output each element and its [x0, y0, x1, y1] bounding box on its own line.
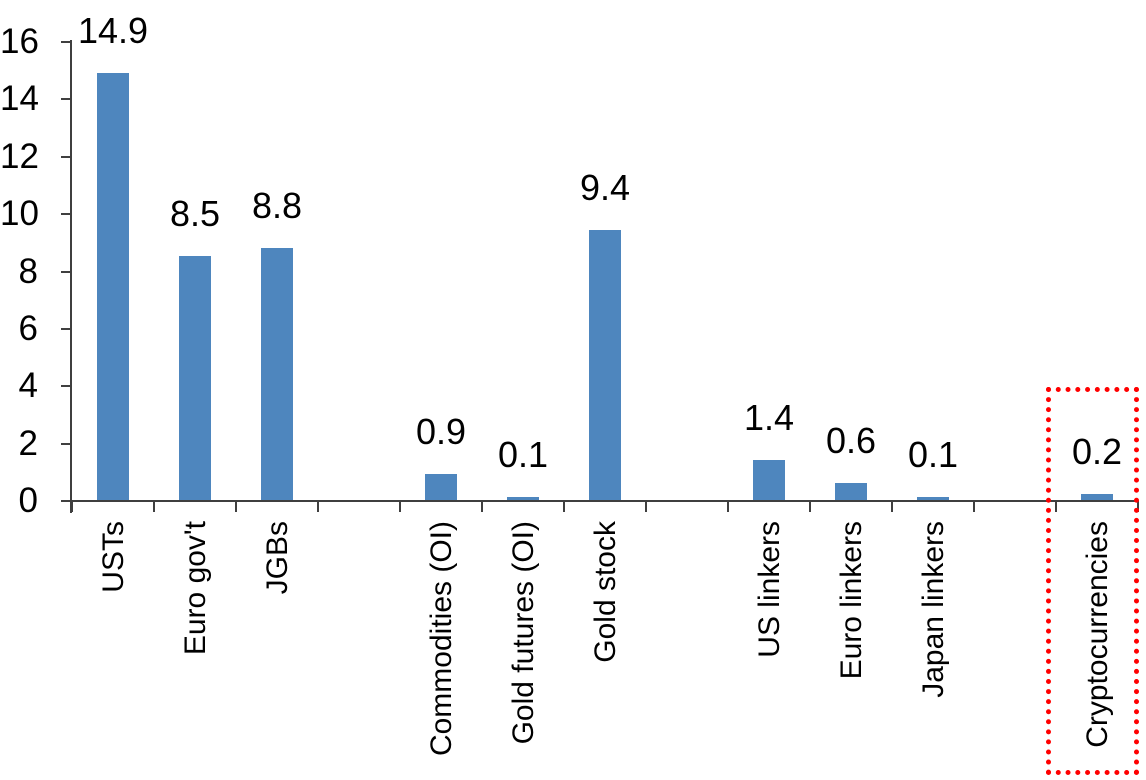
bar — [917, 497, 949, 500]
y-axis-label: 6 — [18, 308, 38, 348]
y-tick — [61, 41, 71, 43]
bar-value-label: 9.4 — [579, 167, 631, 208]
y-tick — [61, 442, 71, 445]
bar-value-label: 0.9 — [415, 411, 467, 452]
highlight-box — [1046, 387, 1139, 775]
y-tick — [61, 155, 71, 158]
bar — [261, 248, 293, 500]
y-axis-line — [70, 40, 72, 513]
y-axis-label: 4 — [18, 366, 38, 406]
bar — [507, 497, 539, 500]
bar-value-label: 0.1 — [497, 434, 549, 475]
bar — [835, 483, 867, 500]
bar-value-label: 0.2 — [1071, 431, 1123, 472]
bar — [97, 73, 129, 500]
bar — [1081, 494, 1113, 500]
x-axis-label: US linkers — [753, 521, 786, 658]
bar — [425, 474, 457, 500]
x-tick — [71, 501, 73, 512]
x-axis-line — [70, 500, 1139, 502]
y-axis-label: 0 — [18, 481, 38, 520]
x-axis-label: Japan linkers — [917, 521, 950, 698]
x-axis-label: Euro gov't — [179, 521, 212, 656]
bar-value-label: 1.4 — [743, 397, 795, 438]
y-axis-label: 12 — [0, 136, 39, 176]
y-axis-label: 8 — [18, 251, 38, 291]
x-tick — [891, 501, 893, 512]
y-axis-label: 14 — [0, 79, 39, 119]
x-axis-label: Commodities (OI) — [425, 521, 458, 757]
y-tick — [61, 270, 71, 273]
y-tick — [61, 98, 71, 101]
y-axis-label: 10 — [0, 194, 39, 234]
bar-value-label: 14.9 — [77, 10, 149, 51]
x-axis-label: JGBs — [261, 521, 294, 595]
x-axis-label: Gold stock — [589, 521, 622, 663]
x-axis-label: Euro linkers — [835, 521, 868, 680]
x-tick — [563, 501, 565, 512]
x-tick — [399, 501, 401, 512]
y-tick — [61, 385, 71, 388]
bar-value-label: 8.5 — [169, 193, 221, 234]
x-axis-label: Gold futures (OI) — [507, 521, 540, 745]
bar-value-label: 0.1 — [907, 434, 959, 475]
y-axis-label: 16 — [0, 22, 39, 61]
bar-value-label: 0.6 — [825, 420, 877, 461]
x-tick — [153, 501, 155, 512]
x-tick — [1055, 501, 1057, 512]
x-tick — [727, 501, 729, 512]
x-tick — [235, 501, 237, 512]
y-tick — [61, 500, 71, 502]
x-tick — [809, 501, 811, 512]
x-tick — [481, 501, 483, 512]
y-tick — [61, 327, 71, 330]
x-tick — [317, 501, 319, 512]
bar-value-label: 8.8 — [251, 185, 303, 226]
bar — [753, 460, 785, 500]
x-tick — [645, 501, 647, 512]
x-axis-label: USTs — [97, 521, 130, 593]
bar — [589, 230, 621, 500]
x-tick — [973, 501, 975, 512]
bar — [179, 256, 211, 500]
y-axis-label: 2 — [18, 423, 38, 463]
y-tick — [61, 213, 71, 216]
